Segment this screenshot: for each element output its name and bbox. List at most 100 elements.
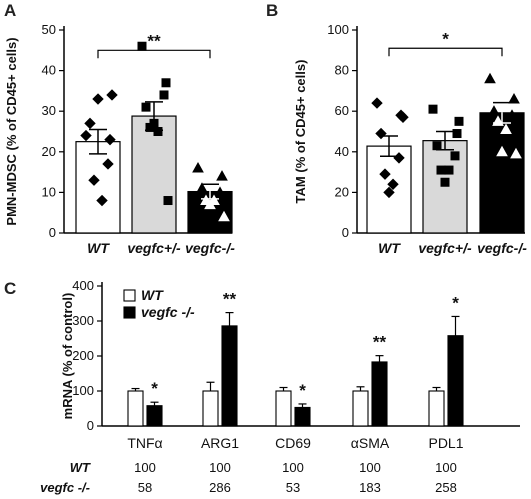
panel-letter-a: A	[4, 1, 16, 20]
category-label: TNFα	[127, 435, 162, 451]
category-label: WT	[87, 240, 110, 256]
data-point	[137, 41, 147, 51]
data-point	[375, 127, 387, 140]
data-point	[163, 196, 173, 206]
panel-a-chart: 0 10 20 30 40 50 PMN-MDSC (% of CD45+ cells) WT…	[4, 22, 235, 256]
significance-marker: **	[147, 31, 161, 50]
data-point	[500, 123, 512, 134]
data-point	[488, 105, 500, 116]
y-tick-label: 50	[42, 22, 56, 37]
category-label: CD69	[275, 435, 311, 451]
significance-bracket	[97, 49, 211, 59]
data-point	[92, 93, 104, 105]
data-point	[96, 194, 108, 207]
category-label: vegfc+/-	[418, 240, 472, 256]
bar-wt	[275, 390, 292, 427]
y-axis-title: PMN-MDSC (% of CD45+ cells)	[4, 37, 19, 225]
y-tick-label: 30	[42, 103, 56, 118]
table-row-label: vegfc -/-	[40, 480, 90, 495]
data-point	[371, 97, 383, 109]
data-point	[161, 78, 171, 88]
bar	[75, 141, 121, 234]
data-point	[104, 133, 116, 146]
category-label: ARG1	[201, 435, 239, 451]
table-cell: 183	[359, 480, 381, 495]
data-point	[84, 117, 96, 130]
y-tick-label: 100	[327, 22, 349, 37]
legend-label: vegfc -/-	[141, 304, 195, 320]
data-point	[216, 170, 228, 181]
data-point	[149, 118, 159, 128]
y-tick-label: 80	[335, 63, 349, 78]
y-tick-label: 10	[42, 184, 56, 199]
table-row-label: WT	[70, 460, 91, 475]
table-cell: 100	[435, 460, 457, 475]
bar-wt	[127, 390, 144, 427]
y-tick-label: 300	[72, 313, 94, 328]
data-point	[496, 145, 508, 157]
y-tick-label: 100	[72, 383, 94, 398]
y-tick-label: 20	[335, 184, 349, 199]
significance-marker: **	[223, 290, 237, 309]
bar-vegfc	[447, 335, 464, 427]
data-point	[196, 182, 208, 193]
bar-vegfc	[371, 361, 388, 427]
data-point	[88, 174, 100, 186]
significance-marker: *	[151, 379, 158, 398]
data-point	[102, 158, 114, 170]
significance-bracket	[388, 47, 503, 57]
data-point	[204, 198, 216, 210]
data-point	[218, 210, 230, 222]
data-point	[428, 104, 438, 114]
data-point	[153, 127, 163, 136]
bar	[422, 140, 468, 234]
data-point	[452, 129, 462, 139]
data-point	[440, 177, 450, 187]
data-point	[397, 111, 409, 123]
significance-marker: *	[452, 293, 459, 312]
data-point	[510, 147, 522, 159]
data-point	[450, 151, 460, 161]
y-tick-label: 200	[72, 348, 94, 363]
data-point	[192, 162, 204, 173]
y-tick-label: 40	[42, 63, 56, 78]
data-point	[383, 186, 395, 199]
data-point	[454, 116, 464, 126]
data-point	[106, 89, 118, 101]
data-point	[159, 90, 169, 100]
significance-marker: *	[442, 29, 449, 48]
panel-letter-b: B	[266, 1, 278, 20]
legend-swatch-vegfc	[123, 306, 136, 319]
bar-vegfc	[294, 406, 311, 427]
table-cell: 53	[286, 480, 300, 495]
data-point	[508, 92, 520, 104]
legend-label: WT	[141, 287, 164, 303]
y-tick-label: 0	[342, 225, 349, 240]
y-tick-label: 60	[335, 103, 349, 118]
bar-wt	[202, 390, 219, 427]
category-label: PDL1	[428, 435, 463, 451]
table-cell: 258	[435, 480, 457, 495]
y-tick-label: 0	[49, 225, 56, 240]
panel-letter-c: C	[4, 279, 16, 298]
table-cell: 100	[359, 460, 381, 475]
data-point	[379, 168, 391, 180]
data-point	[492, 115, 504, 126]
significance-marker: **	[373, 333, 387, 352]
table-cell: 286	[209, 480, 231, 495]
category-label: WT	[378, 240, 401, 256]
y-tick-label: 0	[87, 418, 94, 433]
bar-wt	[352, 390, 369, 427]
category-label: vegfc-/-	[185, 240, 235, 256]
data-point	[387, 178, 399, 190]
y-axis-title: TAM (% of CD45+ cells)	[293, 60, 308, 204]
y-tick-label: 40	[335, 144, 349, 159]
y-tick-label: 20	[42, 144, 56, 159]
bar-vegfc	[146, 405, 163, 427]
data-point	[141, 102, 151, 112]
bar-vegfc	[221, 325, 238, 427]
category-label: vegfc+/-	[127, 240, 181, 256]
table-cell: 58	[138, 480, 152, 495]
